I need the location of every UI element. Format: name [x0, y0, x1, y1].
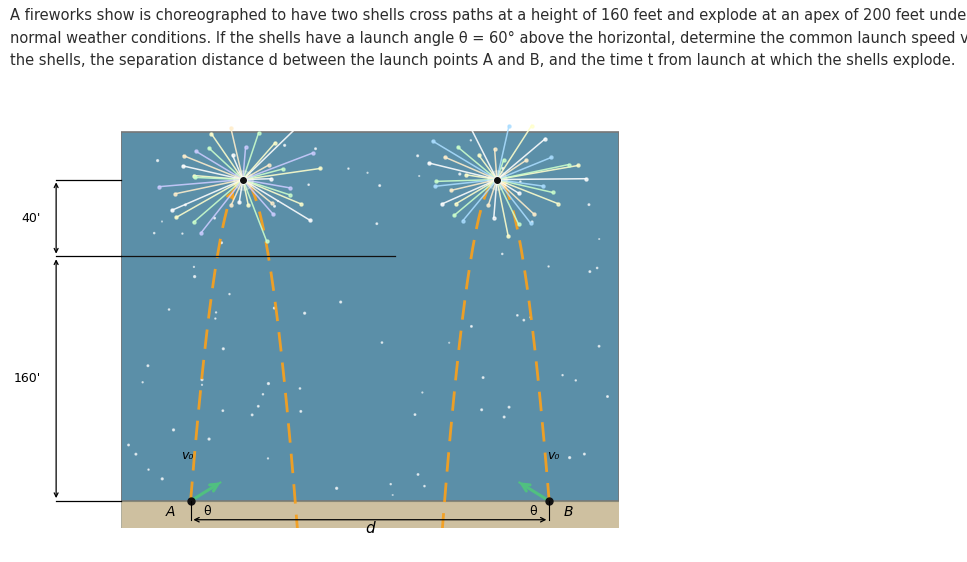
Point [187, 272, 202, 281]
Point [261, 379, 277, 388]
Point [576, 450, 592, 459]
Point [372, 181, 388, 190]
Point [516, 316, 532, 325]
Point [442, 338, 457, 347]
Point [412, 171, 427, 180]
Point [592, 234, 607, 243]
Text: normal weather conditions. If the shells have a launch angle θ = 60° above the h: normal weather conditions. If the shells… [10, 31, 967, 46]
Point [221, 289, 237, 298]
Point [121, 441, 136, 450]
Point [417, 482, 432, 491]
Point [301, 180, 316, 189]
Text: d: d [366, 522, 374, 537]
Text: 40': 40' [22, 211, 42, 225]
Point [600, 392, 615, 401]
Point [146, 229, 161, 238]
Point [175, 229, 190, 238]
Point [562, 453, 577, 462]
Text: v₀: v₀ [546, 448, 559, 461]
Point [214, 238, 229, 247]
Point [463, 136, 479, 145]
Point [201, 434, 217, 443]
Point [464, 322, 480, 331]
Point [510, 311, 525, 320]
Point [524, 217, 540, 226]
Text: the shells, the separation distance d between the launch points A and B, and the: the shells, the separation distance d be… [10, 53, 955, 69]
Point [495, 164, 511, 173]
Point [155, 474, 170, 483]
Text: θ: θ [529, 505, 537, 518]
Point [297, 309, 312, 318]
Point [194, 375, 210, 384]
Point [360, 168, 375, 177]
Point [150, 156, 165, 165]
Point [555, 371, 571, 380]
Point [208, 314, 223, 323]
Point [501, 402, 516, 411]
Point [165, 425, 181, 434]
Text: 160': 160' [14, 372, 42, 385]
Point [178, 201, 193, 210]
Point [374, 338, 390, 347]
Point [410, 470, 425, 479]
Point [215, 406, 230, 415]
Point [129, 450, 144, 459]
Point [476, 373, 491, 382]
Point [541, 262, 556, 271]
Point [369, 219, 385, 228]
Text: v₀: v₀ [181, 448, 193, 461]
Point [513, 177, 528, 186]
Text: θ: θ [203, 505, 211, 518]
Point [135, 378, 151, 387]
Text: A: A [166, 505, 176, 519]
Point [255, 390, 271, 399]
Point [277, 141, 292, 150]
Point [407, 410, 423, 419]
Point [582, 267, 598, 276]
Point [415, 388, 430, 397]
Point [590, 264, 605, 273]
Point [581, 200, 597, 209]
Point [187, 262, 202, 271]
Point [410, 151, 425, 160]
Point [292, 384, 308, 393]
Bar [121, 132, 619, 501]
Point [140, 361, 156, 370]
Point [494, 250, 510, 259]
Point [568, 376, 583, 385]
Point [270, 197, 285, 206]
Point [216, 345, 231, 353]
Point [207, 214, 222, 223]
Point [293, 407, 308, 416]
Point [474, 405, 489, 414]
Point [340, 164, 356, 173]
Point [267, 303, 282, 312]
Point [383, 479, 398, 488]
Point [452, 170, 467, 179]
Point [333, 297, 348, 306]
Point [250, 402, 266, 411]
Point [155, 217, 170, 226]
Point [496, 413, 512, 422]
Point [245, 410, 260, 419]
Point [385, 491, 400, 500]
Point [522, 313, 538, 322]
Point [194, 380, 210, 389]
Text: A fireworks show is choreographed to have two shells cross paths at a height of : A fireworks show is choreographed to hav… [10, 8, 967, 24]
Point [329, 484, 344, 493]
Point [267, 202, 282, 211]
Point [260, 454, 276, 463]
Point [208, 308, 223, 317]
Text: B: B [564, 505, 573, 519]
Bar [121, 501, 619, 528]
Point [308, 144, 323, 153]
Point [141, 465, 157, 474]
Point [591, 342, 606, 351]
Point [161, 305, 177, 314]
